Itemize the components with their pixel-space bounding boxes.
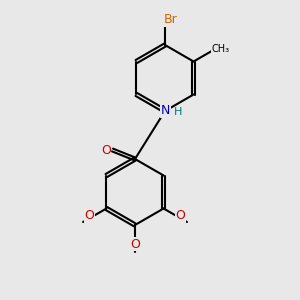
Text: O: O: [85, 209, 94, 222]
Text: O: O: [101, 143, 111, 157]
Text: N: N: [161, 104, 170, 118]
Text: CH₃: CH₃: [211, 44, 230, 55]
Text: Br: Br: [164, 13, 177, 26]
Text: O: O: [176, 209, 185, 222]
Text: O: O: [130, 238, 140, 251]
Text: H: H: [174, 107, 183, 118]
